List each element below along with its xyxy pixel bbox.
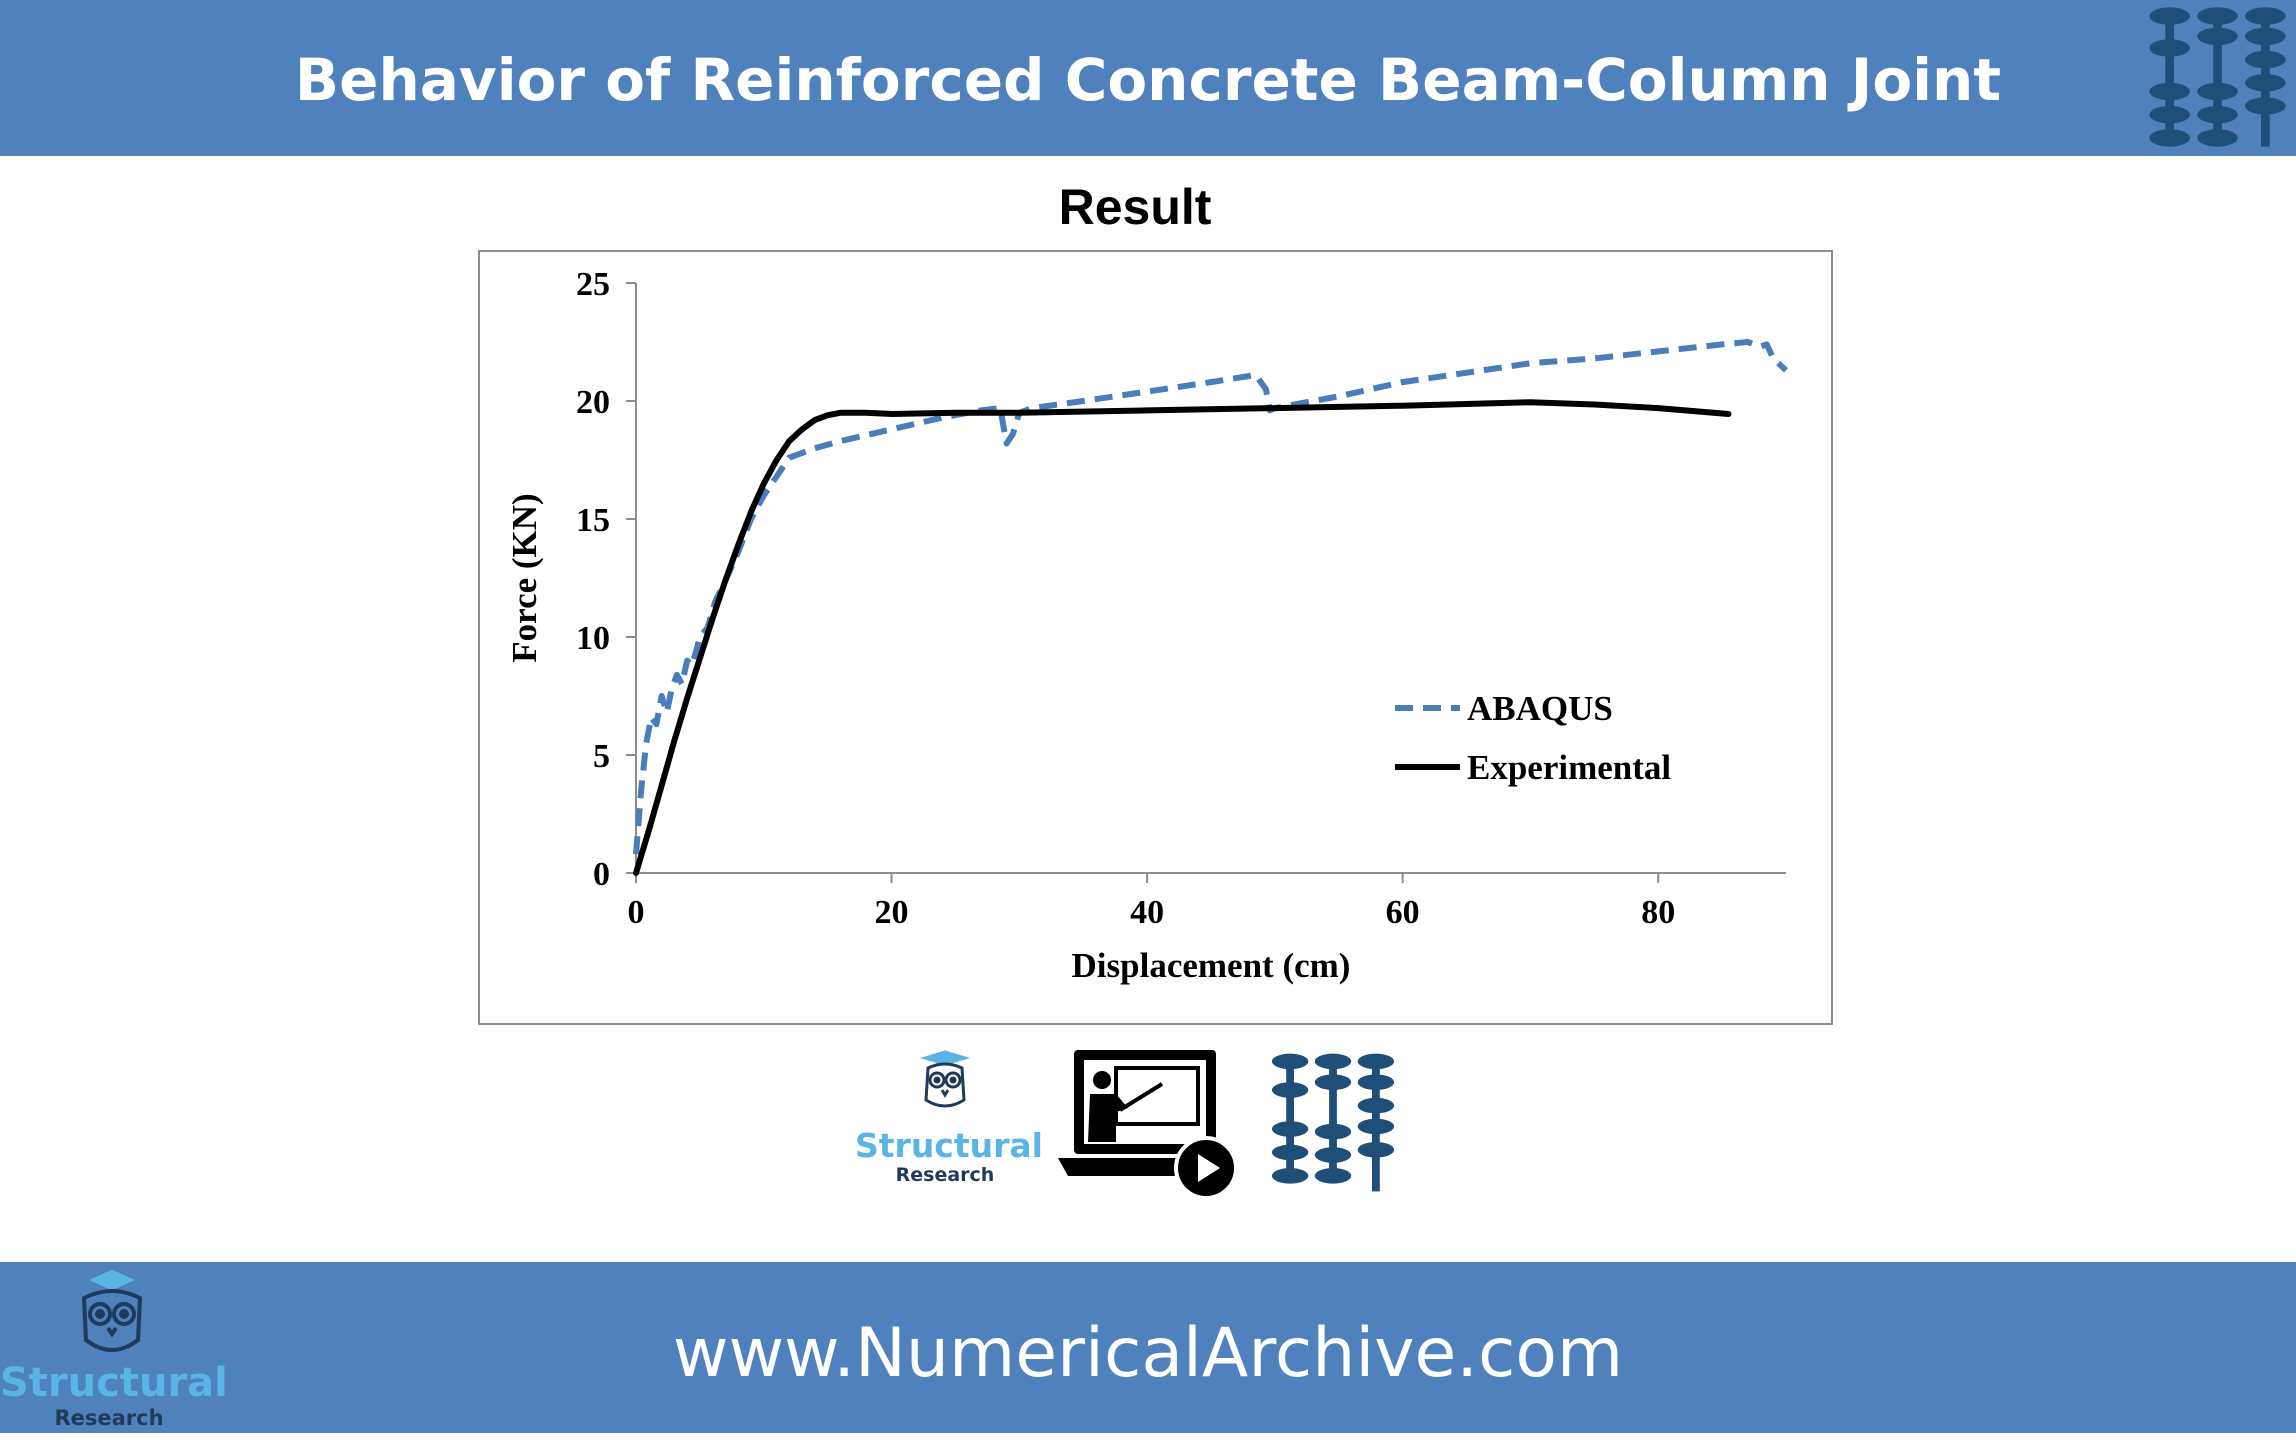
force-displacement-chart: 0 5 10 15 20 25 0 20 40 60 80 Displacement (cm) Forc… — [505, 266, 1789, 985]
video-lecture-icon — [1058, 1050, 1236, 1200]
legend-label-experimental: Experimental — [1467, 748, 1671, 787]
series-line-experimental — [633, 399, 1732, 876]
header-bar — [0, 0, 2296, 156]
y-tick-label: 20 — [576, 384, 610, 421]
footer-brand-name: Structural — [0, 1360, 228, 1406]
x-tick-label: 60 — [1386, 894, 1420, 931]
page-title: Behavior of Reinforced Concrete Beam-Col… — [294, 46, 2002, 114]
y-tick-label: 25 — [576, 266, 610, 303]
y-tick-label: 5 — [593, 738, 610, 775]
legend-label-abaqus: ABAQUS — [1467, 689, 1613, 728]
y-tick-label: 0 — [593, 856, 610, 893]
result-title: Result — [1058, 179, 1212, 235]
brand-sub: Research — [895, 1164, 995, 1186]
owl-graduate-icon — [81, 1270, 143, 1352]
footer-bar — [0, 1262, 2296, 1433]
x-tick-label: 80 — [1641, 894, 1675, 931]
owl-graduate-icon — [919, 1050, 971, 1108]
y-axis-label: Force (KN) — [505, 493, 544, 662]
footer-brand-sub: Research — [54, 1406, 164, 1430]
y-tick-label: 15 — [576, 502, 610, 539]
y-tick-label: 10 — [576, 620, 610, 657]
x-tick-label: 0 — [628, 894, 645, 931]
abacus-logo-icon — [2149, 7, 2286, 147]
website-url[interactable]: www.NumericalArchive.com — [672, 1314, 1624, 1393]
x-tick-label: 20 — [875, 894, 909, 931]
abacus-logo-icon-center — [1271, 1053, 1395, 1192]
series-line-abaqus — [633, 339, 1789, 855]
x-tick-label: 40 — [1130, 894, 1164, 931]
x-axis-label: Displacement (cm) — [1072, 946, 1351, 985]
brand-name: Structural — [855, 1126, 1043, 1165]
